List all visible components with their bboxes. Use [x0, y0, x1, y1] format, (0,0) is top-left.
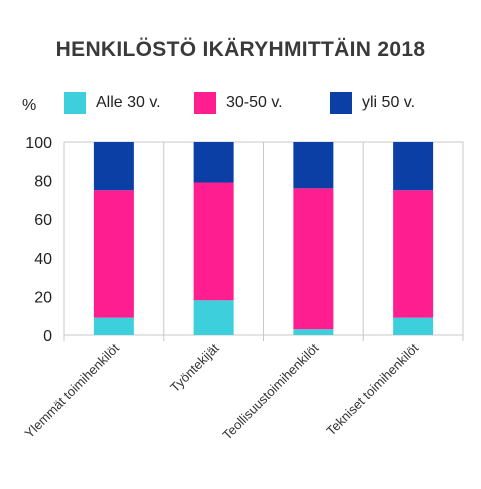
bar-group [93, 142, 434, 335]
bar-segment-3-category-1 [93, 142, 134, 191]
bar-segment-2-category-3 [293, 188, 334, 330]
chart-title: HENKILÖSTÖ IKÄRYHMITTÄIN 2018 [55, 38, 426, 61]
x-tick-label: Ylemmät toimihenkilöt [21, 340, 122, 441]
legend-swatch-alle-30 [64, 92, 86, 114]
bar-segment-1-category-4 [393, 317, 434, 335]
y-tick-label: 100 [25, 135, 52, 152]
bar-segment-3-category-2 [193, 142, 234, 183]
plot-frame [63, 141, 464, 341]
legend-item-alle-30: Alle 30 v. [64, 92, 161, 114]
y-axis-unit-label: % [22, 97, 37, 114]
legend-swatch-yli-50 [330, 92, 352, 114]
bar-segment-2-category-1 [93, 190, 134, 318]
legend-item-yli-50: yli 50 v. [330, 92, 415, 114]
y-axis-ticks: 0 20 40 60 80 100 [25, 135, 52, 345]
y-tick-label: 80 [34, 174, 52, 191]
y-tick-label: 60 [34, 212, 52, 229]
legend-label-yli-50: yli 50 v. [362, 94, 416, 111]
x-axis-ticks: Ylemmät toimihenkilöt TyöntekijätTeollisu… [21, 340, 421, 442]
bar-segment-2-category-4 [393, 190, 434, 318]
y-tick-label: 20 [34, 289, 52, 306]
bar-segment-1-category-2 [193, 300, 234, 335]
y-tick-label: 40 [34, 251, 52, 268]
bar-segment-3-category-3 [293, 142, 334, 189]
bar-segment-1-category-1 [93, 317, 134, 335]
x-tick-label: Työntekijät [167, 340, 222, 395]
bar-segment-3-category-4 [393, 142, 434, 191]
x-tick-label: Tekniset toimihenkilöt [323, 340, 421, 438]
legend-label-alle-30: Alle 30 v. [96, 94, 161, 111]
legend-label-30-50: 30-50 v. [226, 94, 283, 111]
legend-item-30-50: 30-50 v. [194, 92, 283, 114]
y-tick-label: 0 [43, 328, 52, 345]
bar-segment-1-category-3 [293, 329, 334, 335]
legend-swatch-30-50 [194, 92, 216, 114]
x-tick-label: Teollisuustoimihenkilöt [219, 340, 321, 442]
bar-segment-2-category-2 [193, 182, 234, 301]
